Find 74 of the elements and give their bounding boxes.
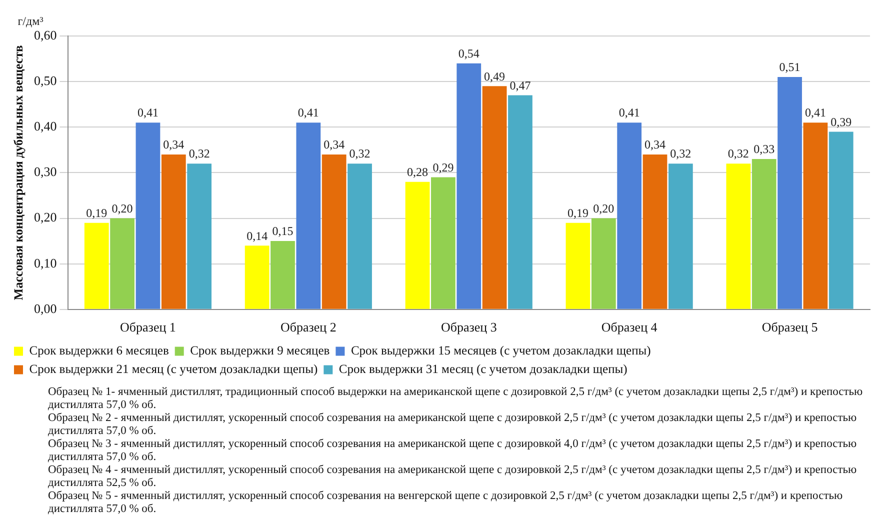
data-label: 0,33 <box>754 142 775 156</box>
bar <box>161 154 186 309</box>
data-label: 0,19 <box>567 206 588 220</box>
y-tick-label: 0,00 <box>34 300 57 316</box>
data-label: 0,41 <box>804 106 826 120</box>
bar <box>270 241 295 309</box>
bar <box>405 182 430 309</box>
bar <box>668 164 693 309</box>
data-label: 0,39 <box>830 114 852 129</box>
data-label: 0,49 <box>484 69 506 84</box>
data-label: 0,34 <box>324 138 345 152</box>
bar <box>136 122 160 309</box>
data-label: 0,54 <box>458 46 480 60</box>
bar <box>508 95 532 309</box>
y-tick-label: 0,50 <box>34 72 57 88</box>
bar <box>828 132 854 309</box>
data-label: 0,47 <box>510 78 531 92</box>
bar <box>322 154 346 309</box>
data-label: 0,51 <box>779 60 800 74</box>
bar <box>566 222 590 309</box>
bar <box>726 164 751 309</box>
x-tick-label: Образец 1 <box>120 320 176 335</box>
bar <box>752 159 776 309</box>
bar <box>617 122 642 309</box>
text: Образец № 2 - ячменный дистиллят, ускоренный способ созревания на американской щепе с дозировкой 2,5 г/дм³ (с учетом дозакладки щепы 2,5 г/дм³) и крепостью дистиллята 57,0 % об. <box>48 412 858 438</box>
bar <box>431 177 456 309</box>
text: Образец № 1- ячменный дистиллят, традиционный способ выдержки на американской щепе с дозировкой 2,5 г/дм³ (с учетом дозакладки щепы 2,5 г/дм³) и крепостью дистиллята 57,0 % об. <box>48 386 864 412</box>
legend-label: Срок выдержки 9 месяцев <box>190 344 330 358</box>
data-label: 0,28 <box>407 164 428 179</box>
data-label: 0,34 <box>163 138 184 152</box>
y-tick-label: 0,30 <box>34 164 57 180</box>
text: Образец № 3 - ячменный дистиллят, ускоренный способ созревания на американской щепе с дозировкой 4,0 г/дм³ (с учетом дозакладки щепы 2,5 г/дм³) и крепостью дистиллята 57,0 % об. <box>48 438 858 464</box>
text: Образец № 5 - ячменный дистиллят, ускоренный способ созревания на венгерской щепе с дозировкой 2,5 г/дм³ (с учетом дозакладки щепы 2,5 г/дм³) и крепостью дистиллята 57,0 % об. <box>48 490 844 516</box>
data-label: 0,41 <box>298 106 319 120</box>
bar <box>456 63 482 309</box>
data-label: 0,32 <box>728 146 749 161</box>
data-label: 0,41 <box>618 106 640 120</box>
x-tick-label: Образец 5 <box>762 320 818 335</box>
y-tick-label: 0,60 <box>34 27 57 42</box>
data-label: 0,14 <box>246 228 268 243</box>
data-label: 0,20 <box>593 201 614 216</box>
data-label: 0,20 <box>112 201 133 216</box>
legend-label: Срок выдержки 21 месяц (с учетом дозакладки щепы) <box>29 362 318 376</box>
y-tick-label: 0,40 <box>34 118 57 134</box>
data-label: 0,32 <box>188 146 210 161</box>
text: г/дм³ <box>18 14 44 28</box>
legend-label: Срок выдержки 31 месяц (с учетом дозакладки щепы) <box>338 362 628 376</box>
y-tick-label: 0,20 <box>34 210 57 225</box>
bar <box>187 164 212 309</box>
x-tick-label: Образец 2 <box>280 320 336 335</box>
data-label: 0,41 <box>137 106 158 120</box>
data-label: 0,34 <box>644 138 666 152</box>
bar <box>244 246 270 309</box>
y-tick-label: 0,10 <box>34 255 57 270</box>
bar <box>591 218 616 309</box>
data-label: 0,19 <box>86 206 108 220</box>
data-label: 0,32 <box>349 146 370 161</box>
bar <box>803 122 828 309</box>
bar <box>348 164 372 309</box>
data-label: 0,15 <box>272 224 294 238</box>
legend-label: Срок выдержки 15 месяцев (с учетом дозакладки щепы) <box>350 344 651 358</box>
data-label: 0,32 <box>670 146 692 161</box>
x-tick-label: Образец 4 <box>601 320 658 335</box>
bar <box>84 222 109 309</box>
bar <box>642 154 668 309</box>
x-tick-label: Образец 3 <box>440 320 497 335</box>
y-axis-title: Массовая концентрация дубильных веществ <box>12 44 26 300</box>
bar <box>778 77 802 309</box>
bar <box>296 122 321 309</box>
legend-label: Срок выдержки 6 месяцев <box>29 344 169 358</box>
bar <box>482 86 507 309</box>
data-label: 0,29 <box>432 160 454 174</box>
bar <box>110 218 134 309</box>
text: Образец № 4 - ячменный дистиллят, ускоренный способ созревания на американской щепе с дозировкой 2,5 г/дм³ (с учетом дозакладки щепы 2,5 г/дм³) и крепостью дистиллята 52,5 % об. <box>48 464 858 490</box>
